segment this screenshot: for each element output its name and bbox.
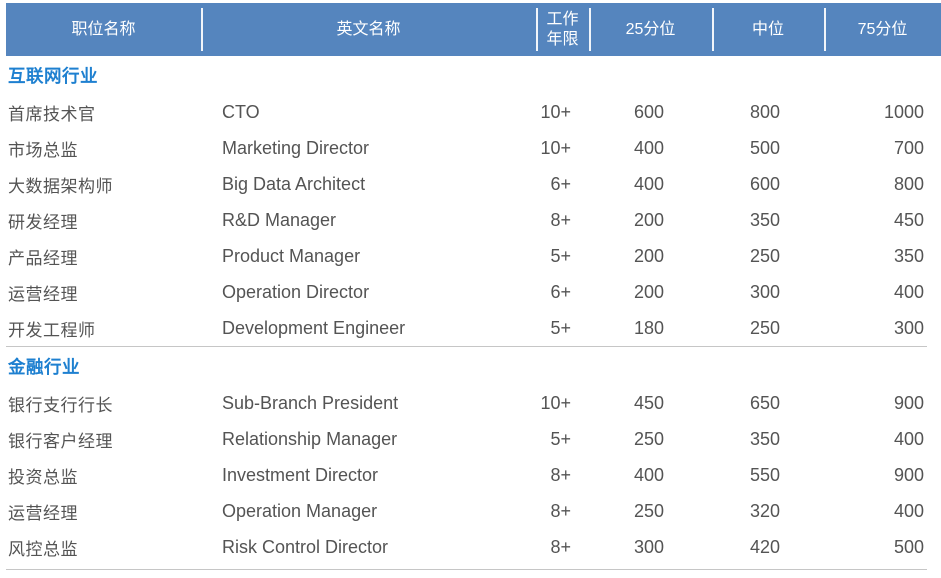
english-name: Operation Manager (222, 500, 378, 521)
position-name: 运营经理 (8, 284, 78, 304)
percentile-75-value: 1000 (883, 101, 924, 122)
percentile-25-value: 180 (633, 317, 664, 338)
median-value: 420 (749, 536, 780, 557)
position-name: 产品经理 (8, 248, 78, 268)
table-row: 市场总监 Marketing Director 10+ 400 500 700 (6, 130, 941, 166)
column-header-english-name: 英文名称 (201, 3, 536, 56)
table-row: 风控总监 Risk Control Director 8+ 300 420 500 (6, 529, 941, 565)
median-value: 600 (749, 173, 780, 194)
median-value: 320 (749, 500, 780, 521)
english-name: R&D Manager (222, 209, 337, 230)
english-name: Big Data Architect (222, 173, 366, 194)
table-row: 大数据架构师 Big Data Architect 6+ 400 600 800 (6, 166, 941, 202)
table-row: 研发经理 R&D Manager 8+ 200 350 450 (6, 202, 941, 238)
percentile-25-value: 400 (633, 173, 664, 194)
column-header-work-years: 工作年限 (536, 3, 589, 56)
percentile-75-value: 300 (893, 317, 924, 338)
table-header-row: 职位名称 英文名称 工作年限 25分位 中位 75分位 (6, 3, 941, 56)
work-years: 6+ (550, 173, 571, 194)
work-years: 10+ (540, 137, 571, 158)
english-name: Relationship Manager (222, 428, 398, 449)
percentile-25-value: 600 (633, 101, 664, 122)
english-name: Risk Control Director (222, 536, 389, 557)
work-years: 8+ (550, 536, 571, 557)
percentile-25-value: 300 (633, 536, 664, 557)
percentile-25-value: 400 (633, 137, 664, 158)
english-name: Sub-Branch President (222, 392, 399, 413)
median-value: 350 (749, 428, 780, 449)
percentile-75-value: 350 (893, 245, 924, 266)
work-years: 6+ (550, 281, 571, 302)
english-name: CTO (222, 101, 260, 122)
bottom-divider (6, 569, 927, 570)
median-value: 800 (749, 101, 780, 122)
salary-table: 职位名称 英文名称 工作年限 25分位 中位 75分位 互联网行业首席技术官 CT… (6, 3, 941, 570)
median-value: 550 (749, 464, 780, 485)
percentile-25-value: 250 (633, 428, 664, 449)
english-name: Marketing Director (222, 137, 370, 158)
table-row: 产品经理 Product Manager 5+ 200 250 350 (6, 238, 941, 274)
percentile-75-value: 900 (893, 392, 924, 413)
work-years: 8+ (550, 500, 571, 521)
percentile-75-value: 400 (893, 428, 924, 449)
table-row: 银行支行行长 Sub-Branch President 10+ 450 650 900 (6, 385, 941, 421)
position-name: 市场总监 (8, 140, 78, 160)
median-value: 350 (749, 209, 780, 230)
section-title: 金融行业 (8, 356, 80, 377)
section-title: 互联网行业 (8, 65, 98, 86)
median-value: 650 (749, 392, 780, 413)
table-row: 投资总监 Investment Director 8+ 400 550 900 (6, 457, 941, 493)
position-name: 投资总监 (8, 467, 78, 487)
percentile-75-value: 800 (893, 173, 924, 194)
table-body: 互联网行业首席技术官 CTO 10+ 600 800 1000 市场总监 Marketing … (6, 56, 941, 570)
english-name: Development Engineer (222, 317, 406, 338)
position-name: 大数据架构师 (8, 176, 113, 196)
table-row: 运营经理 Operation Director 6+ 200 300 400 (6, 274, 941, 310)
column-header-median: 中位 (712, 3, 824, 56)
percentile-25-value: 400 (633, 464, 664, 485)
percentile-75-value: 450 (893, 209, 924, 230)
section-title-row: 互联网行业 (6, 56, 941, 94)
percentile-25-value: 200 (633, 281, 664, 302)
position-name: 运营经理 (8, 503, 78, 523)
work-years: 10+ (540, 101, 571, 122)
percentile-75-value: 500 (893, 536, 924, 557)
median-value: 250 (749, 245, 780, 266)
percentile-25-value: 450 (633, 392, 664, 413)
column-header-position: 职位名称 (71, 20, 136, 38)
percentile-25-value: 200 (633, 245, 664, 266)
work-years: 8+ (550, 209, 571, 230)
work-years: 8+ (550, 464, 571, 485)
work-years: 10+ (540, 392, 571, 413)
position-name: 首席技术官 (8, 104, 96, 124)
percentile-25-value: 200 (633, 209, 664, 230)
english-name: Product Manager (222, 245, 361, 266)
table-row: 运营经理 Operation Manager 8+ 250 320 400 (6, 493, 941, 529)
median-value: 250 (749, 317, 780, 338)
position-name: 研发经理 (8, 212, 78, 232)
column-header-25th-percentile: 25分位 (589, 3, 712, 56)
percentile-75-value: 400 (893, 281, 924, 302)
position-name: 开发工程师 (8, 320, 96, 340)
section-divider (6, 346, 927, 347)
median-value: 500 (749, 137, 780, 158)
median-value: 300 (749, 281, 780, 302)
work-years: 5+ (550, 317, 571, 338)
table-row: 银行客户经理 Relationship Manager 5+ 250 350 400 (6, 421, 941, 457)
position-name: 银行支行行长 (8, 395, 113, 415)
table-row: 首席技术官 CTO 10+ 600 800 1000 (6, 94, 941, 130)
english-name: Investment Director (222, 464, 379, 485)
percentile-25-value: 250 (633, 500, 664, 521)
percentile-75-value: 900 (893, 464, 924, 485)
column-header-75th-percentile: 75分位 (824, 3, 941, 56)
english-name: Operation Director (222, 281, 370, 302)
percentile-75-value: 700 (893, 137, 924, 158)
table-row: 开发工程师 Development Engineer 5+ 180 250 300 (6, 310, 941, 346)
position-name: 银行客户经理 (8, 431, 113, 451)
section-title-row: 金融行业 (6, 347, 941, 385)
percentile-75-value: 400 (893, 500, 924, 521)
position-name: 风控总监 (8, 539, 78, 559)
work-years: 5+ (550, 245, 571, 266)
work-years: 5+ (550, 428, 571, 449)
